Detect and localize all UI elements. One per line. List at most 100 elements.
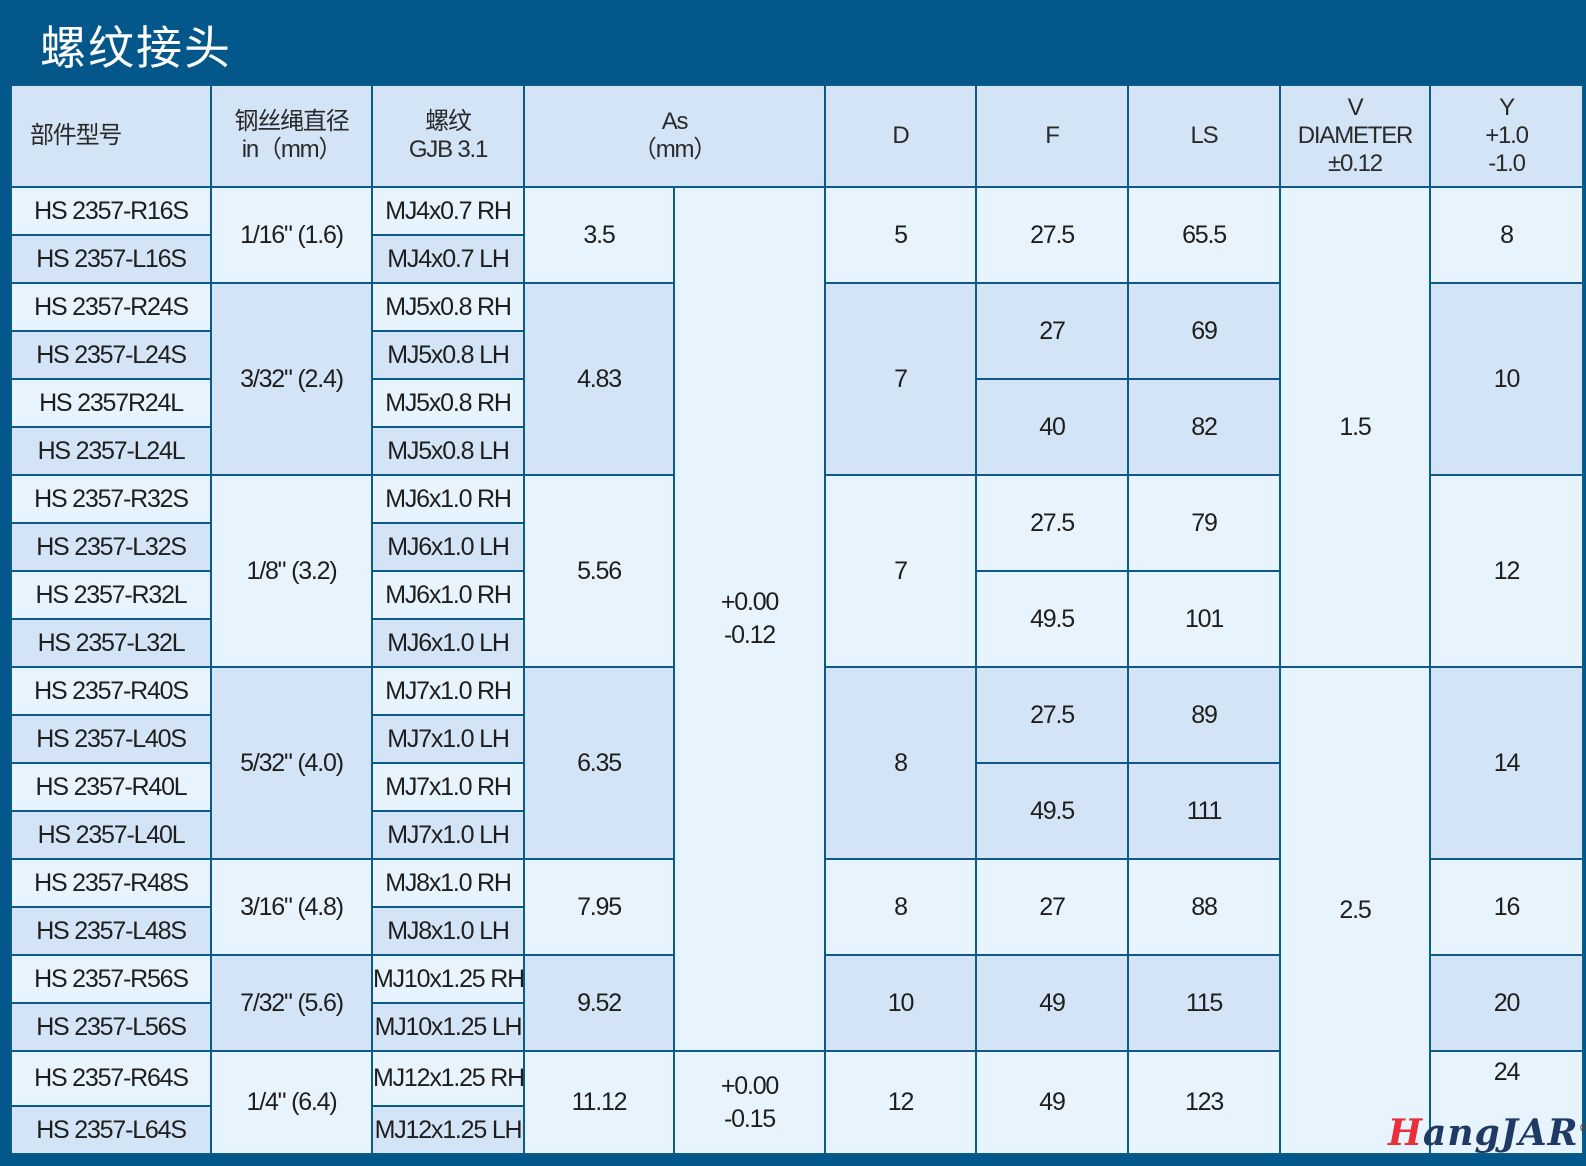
part-number-cell: HS 2357-L24L: [10, 426, 212, 476]
part-number-cell: HS 2357-R48S: [10, 858, 212, 908]
d-cell: 7: [824, 282, 977, 476]
thread-cell: MJ6x1.0 LH: [371, 618, 525, 668]
y-cell: 12: [1429, 474, 1584, 668]
header-f: F: [975, 84, 1129, 188]
as-cell: 6.35: [523, 666, 675, 860]
header-row: 部件型号 钢丝绳直径 in（mm） 螺纹 GJB 3.1 As （mm） D F…: [10, 84, 1584, 188]
thread-cell: MJ7x1.0 LH: [371, 714, 525, 764]
part-number-cell: HS 2357-L32L: [10, 618, 212, 668]
rope-diameter-cell: 1/4" (6.4): [210, 1050, 373, 1155]
part-number-cell: HS 2357-R64S: [10, 1050, 212, 1107]
table-row: HS 2357-R16S 1/16" (1.6) MJ4x0.7 RH 3.5 +0.0…: [10, 186, 1584, 1052]
v-diameter-cell: 1.5: [1279, 186, 1431, 668]
part-number-cell: HS 2357-R32L: [10, 570, 212, 620]
thread-cell: MJ6x1.0 RH: [371, 474, 525, 524]
table-row: HS 2357-R24S 3/32" (2.4) MJ5x0.8 RH 4.83 7 27…: [10, 282, 1584, 476]
thread-cell: MJ12x1.25 LH: [371, 1105, 525, 1155]
part-number-cell: HS 2357-R24S: [10, 282, 212, 332]
header-v-diameter: V DIAMETER ±0.12: [1279, 84, 1431, 188]
thread-cell: MJ10x1.25 RH: [371, 954, 525, 1004]
ls-cell: 101: [1127, 570, 1281, 668]
as-cell: 4.83: [523, 282, 675, 476]
y-cell: 14: [1429, 666, 1584, 860]
f-cell: 49.5: [975, 570, 1129, 668]
ls-cell: 65.5: [1127, 186, 1281, 284]
table-row: HS 2357-L24L MJ5x0.8 LH: [10, 426, 1583, 476]
f-cell: 27: [975, 282, 1129, 380]
as-cell: 9.52: [523, 954, 675, 1052]
part-number-cell: HS 2357-L64S: [10, 1105, 212, 1155]
header-d: D: [824, 84, 977, 188]
d-cell: 5: [824, 186, 977, 284]
table-row: HS 2357-L40L MJ7x1.0 LH: [10, 810, 1583, 860]
header-thread: 螺纹 GJB 3.1: [371, 84, 525, 188]
part-number-cell: HS 2357-R40L: [10, 762, 212, 812]
v-diameter-cell: 2.5: [1279, 666, 1431, 1155]
part-number-cell: HS 2357-L32S: [10, 522, 212, 572]
ls-cell: 79: [1127, 474, 1281, 572]
table-row: HS 2357R24L MJ5x0.8 RH 40 82: [10, 378, 1583, 476]
as-cell: 11.12: [523, 1050, 675, 1155]
thread-cell: MJ7x1.0 LH: [371, 810, 525, 860]
ls-cell: 115: [1127, 954, 1281, 1052]
f-cell: 27.5: [975, 186, 1129, 284]
thread-cell: MJ8x1.0 LH: [371, 906, 525, 956]
hangjar-logo: HangJAR®: [1388, 1112, 1586, 1154]
thread-cell: MJ4x0.7 RH: [371, 186, 525, 236]
thread-cell: MJ12x1.25 RH: [371, 1050, 525, 1107]
f-cell: 27.5: [975, 474, 1129, 572]
as-cell: 3.5: [523, 186, 675, 284]
rope-diameter-cell: 3/32" (2.4): [210, 282, 373, 476]
ls-cell: 82: [1127, 378, 1281, 476]
page-title: 螺纹接头: [40, 21, 232, 75]
d-cell: 8: [824, 666, 977, 860]
thread-cell: MJ6x1.0 LH: [371, 522, 525, 572]
f-cell: 49: [975, 1050, 1129, 1155]
table-row: HS 2357-L48S MJ8x1.0 LH: [10, 906, 1583, 956]
table-body: HS 2357-R16S 1/16" (1.6) MJ4x0.7 RH 3.5 +0.0…: [10, 186, 1584, 1155]
table-row: HS 2357-R40S 5/32" (4.0) MJ7x1.0 RH 6.35 8 27…: [10, 666, 1584, 1155]
y-cell: 8: [1429, 186, 1584, 284]
header-as: As （mm）: [523, 84, 826, 188]
thread-cell: MJ6x1.0 RH: [371, 570, 525, 620]
part-number-cell: HS 2357-L56S: [10, 1002, 212, 1052]
table-row: HS 2357-L32L MJ6x1.0 LH: [10, 618, 1583, 668]
y-cell: 20: [1429, 954, 1584, 1052]
rope-diameter-cell: 1/16" (1.6): [210, 186, 373, 284]
thread-cell: MJ8x1.0 RH: [371, 858, 525, 908]
part-number-cell: HS 2357-L40L: [10, 810, 212, 860]
f-cell: 49.5: [975, 762, 1129, 860]
table-row: HS 2357-L64S MJ12x1.25 LH: [10, 1105, 1583, 1155]
table-row: HS 2357-L16S MJ4x0.7 LH: [10, 234, 1583, 284]
thread-cell: MJ4x0.7 LH: [371, 234, 525, 284]
f-cell: 49: [975, 954, 1129, 1052]
d-cell: 10: [824, 954, 977, 1052]
thread-cell: MJ7x1.0 RH: [371, 666, 525, 716]
rope-diameter-cell: 7/32" (5.6): [210, 954, 373, 1052]
table-row: HS 2357-L24S MJ5x0.8 LH: [10, 330, 1583, 380]
part-number-cell: HS 2357-L40S: [10, 714, 212, 764]
as-tolerance-cell: +0.00 -0.15: [673, 1050, 826, 1155]
d-cell: 12: [824, 1050, 977, 1155]
part-number-cell: HS 2357R24L: [10, 378, 212, 428]
thread-cell: MJ10x1.25 LH: [371, 1002, 525, 1052]
part-number-cell: HS 2357-R40S: [10, 666, 212, 716]
header-part-number: 部件型号: [10, 84, 212, 188]
thread-cell: MJ5x0.8 RH: [371, 282, 525, 332]
ls-cell: 88: [1127, 858, 1281, 956]
part-number-cell: HS 2357-L16S: [10, 234, 212, 284]
thread-cell: MJ5x0.8 LH: [371, 330, 525, 380]
title-bar: 螺纹接头: [0, 0, 1586, 85]
y-cell: 24: [1429, 1050, 1584, 1155]
table-row: HS 2357-L32S MJ6x1.0 LH: [10, 522, 1583, 572]
f-cell: 27.5: [975, 666, 1129, 764]
part-number-cell: HS 2357-R32S: [10, 474, 212, 524]
y-cell: 10: [1429, 282, 1584, 476]
as-tolerance-cell: +0.00 -0.12: [673, 186, 826, 1052]
thread-cell: MJ5x0.8 RH: [371, 378, 525, 428]
table-row: HS 2357-R64S 1/4" (6.4) MJ12x1.25 RH 11.12 +…: [10, 1050, 1584, 1155]
spec-table: 部件型号 钢丝绳直径 in（mm） 螺纹 GJB 3.1 As （mm） D F…: [10, 84, 1584, 1155]
f-cell: 40: [975, 378, 1129, 476]
as-cell: 5.56: [523, 474, 675, 668]
table-row: HS 2357-R32L MJ6x1.0 RH 49.5 101: [10, 570, 1583, 668]
